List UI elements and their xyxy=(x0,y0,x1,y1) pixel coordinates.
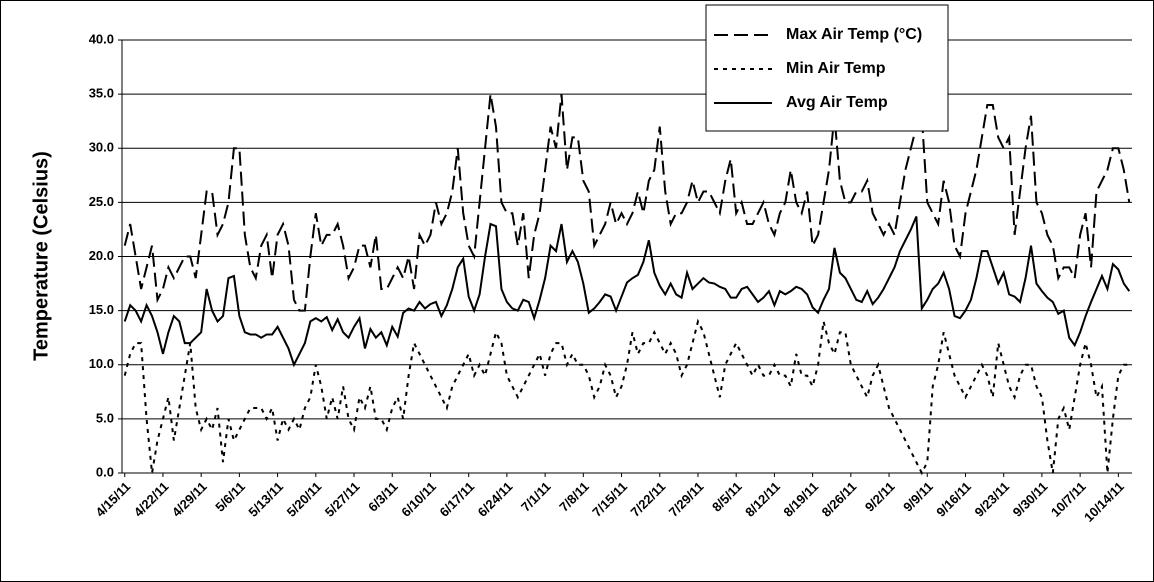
legend-box xyxy=(705,4,949,132)
series-line xyxy=(123,216,1131,368)
y-tick-label: 30.0 xyxy=(89,140,114,155)
y-tick-label: 20.0 xyxy=(89,248,114,263)
legend-label: Avg Air Temp xyxy=(786,94,888,111)
y-tick-label: 35.0 xyxy=(89,86,114,101)
y-tick-label: 25.0 xyxy=(89,194,114,209)
y-axis-title: Temperature (Celsius) xyxy=(30,151,52,361)
y-tick-label: 40.0 xyxy=(89,31,114,46)
legend-label: Min Air Temp xyxy=(786,60,886,77)
series-line xyxy=(123,318,1130,476)
y-tick-label: 0.0 xyxy=(96,464,114,479)
legend-label: Max Air Temp (°C) xyxy=(786,26,922,43)
series-line xyxy=(123,93,1131,312)
y-tick-label: 15.0 xyxy=(89,302,114,317)
y-tick-label: 10.0 xyxy=(89,356,114,371)
y-tick-label: 5.0 xyxy=(96,410,114,425)
